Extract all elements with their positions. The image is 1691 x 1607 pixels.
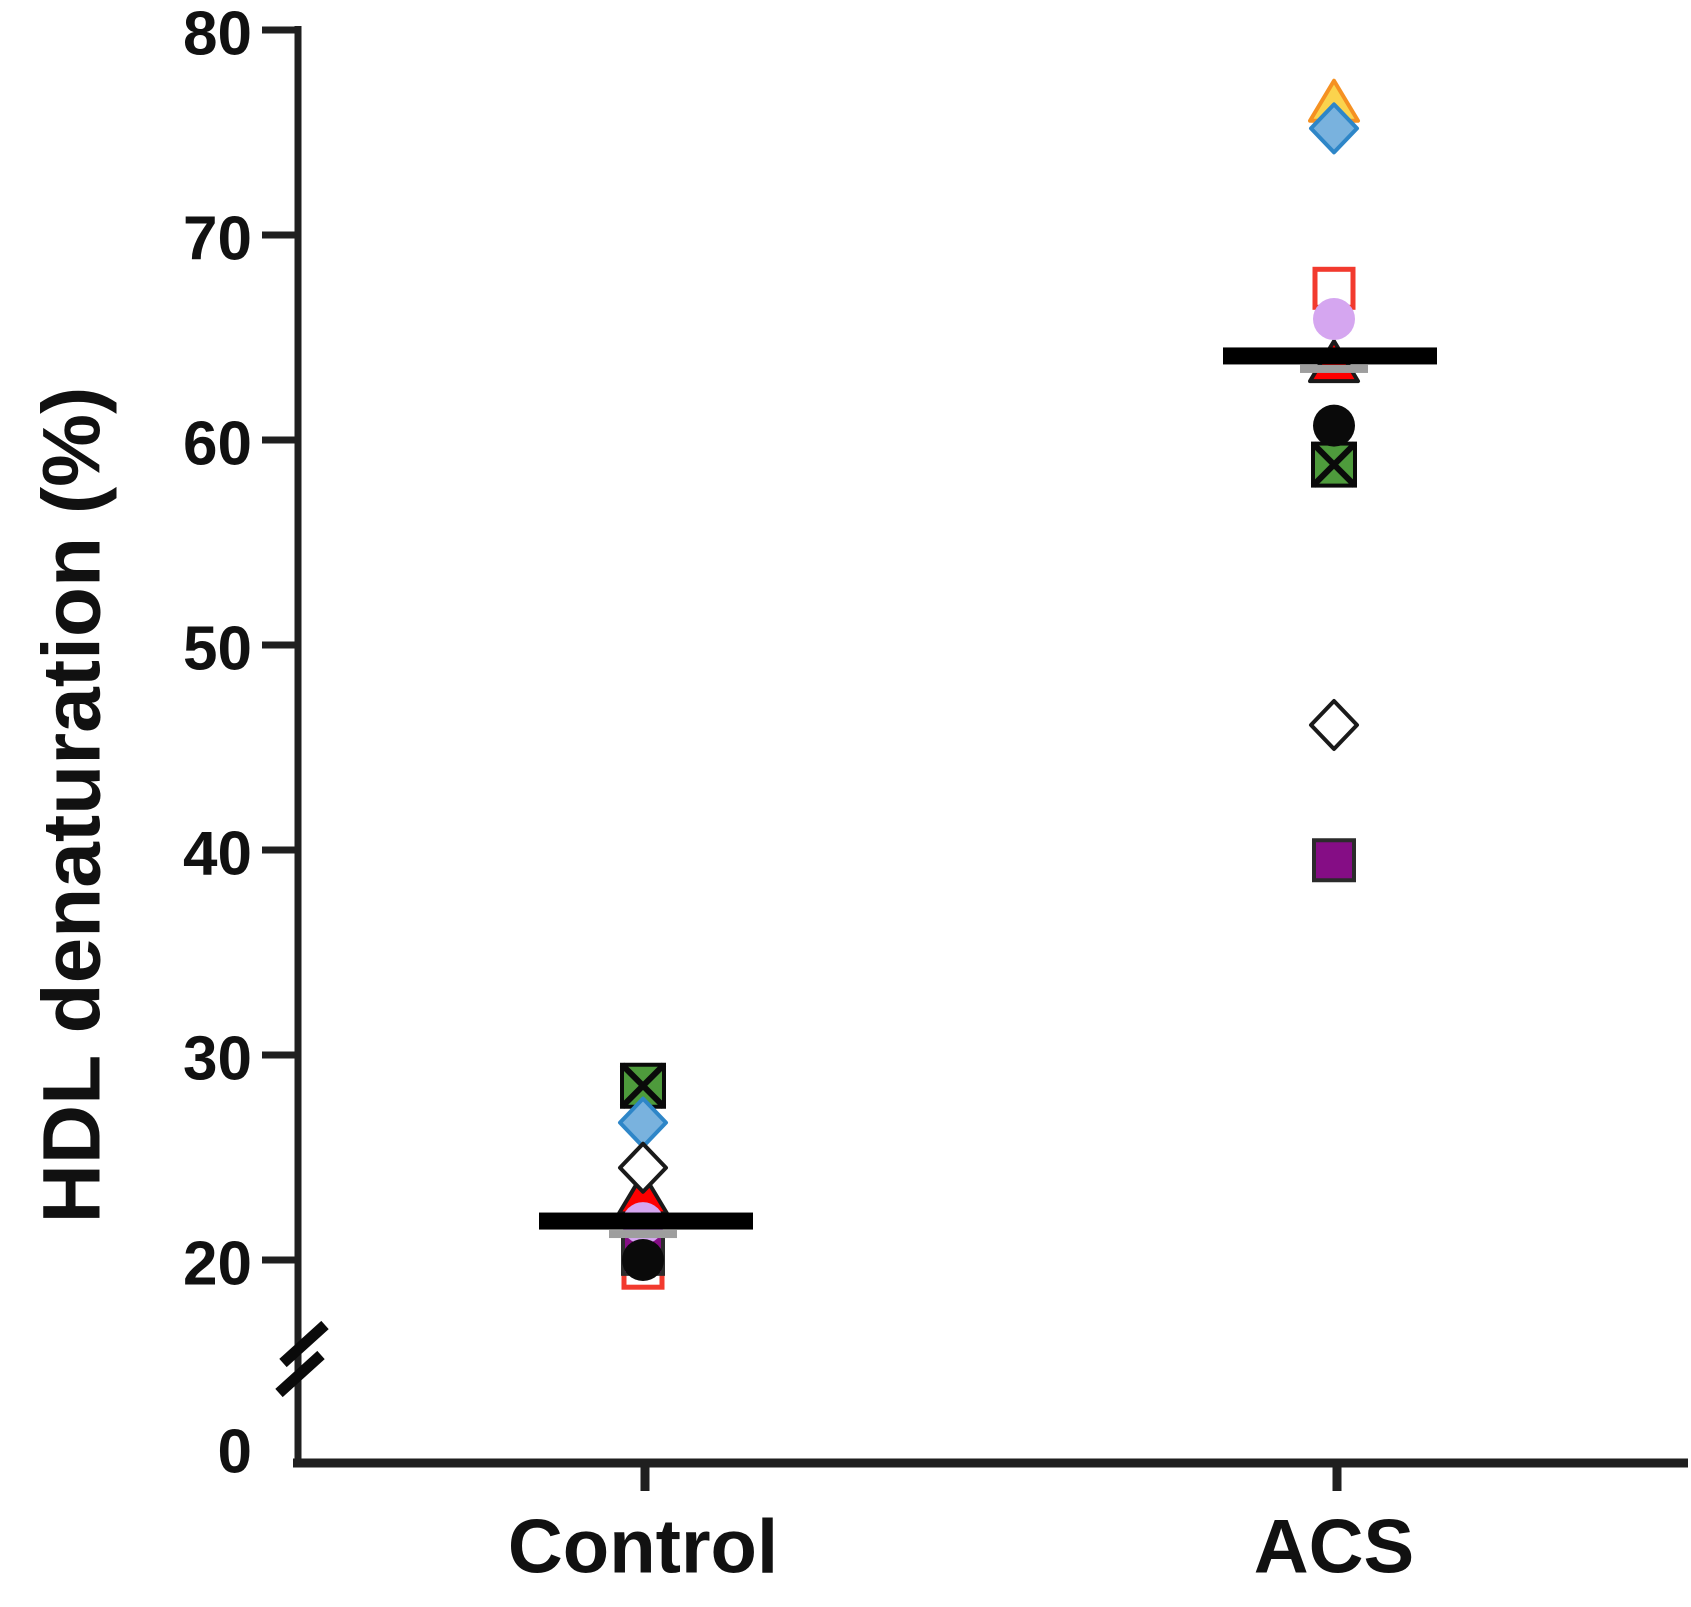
x-category-label: Control	[508, 1505, 778, 1590]
subject-white-diamond	[1309, 698, 1359, 751]
axis-break-slash	[279, 1320, 329, 1368]
axis-break-slash	[275, 1350, 325, 1398]
y-tick-label: 20	[183, 1230, 252, 1299]
y-axis-title: HDL denaturation (%)	[27, 387, 118, 1224]
subject-green-crossed-square-cross	[1310, 441, 1358, 488]
subject-violet-circle	[1313, 298, 1355, 341]
subject-black-circle	[622, 1239, 664, 1281]
y-tick-label: 30	[183, 1025, 252, 1094]
y-tick-label: 50	[183, 615, 252, 684]
mean-line-shadow	[609, 1230, 677, 1239]
group-mean-line	[539, 1212, 753, 1230]
group-mean-line	[1223, 347, 1437, 365]
subject-white-diamond	[618, 1141, 668, 1194]
x-category-label: ACS	[1254, 1505, 1414, 1590]
y-tick-label: 80	[183, 0, 252, 69]
y-tick-label: 0	[218, 1418, 252, 1487]
subject-blue-diamond	[1309, 102, 1359, 155]
y-tick-label: 70	[183, 205, 252, 274]
subject-green-crossed-square-cross	[619, 1062, 667, 1109]
mean-line-shadow	[1300, 364, 1368, 373]
y-tick-label: 40	[183, 820, 252, 889]
subject-black-circle	[1313, 404, 1355, 447]
y-tick-label: 60	[183, 410, 252, 479]
subject-purple-square	[1312, 838, 1356, 883]
